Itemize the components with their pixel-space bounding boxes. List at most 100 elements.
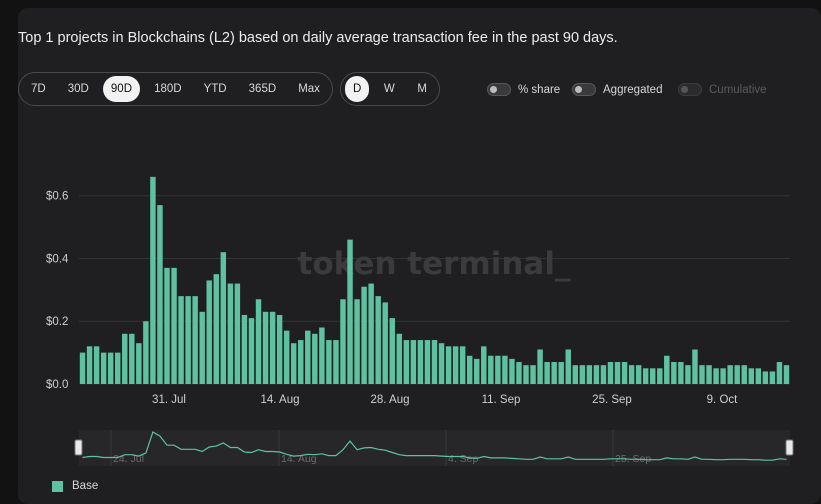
bar[interactable] bbox=[340, 299, 346, 384]
aggregated-toggle[interactable]: Aggregated bbox=[572, 83, 662, 96]
bar[interactable] bbox=[276, 314, 283, 384]
bar[interactable] bbox=[114, 352, 121, 384]
bar[interactable] bbox=[192, 296, 198, 384]
bar[interactable] bbox=[614, 362, 621, 384]
range-button-max[interactable]: Max bbox=[298, 83, 320, 95]
granularity-button-d[interactable]: D bbox=[345, 76, 370, 102]
bar[interactable] bbox=[375, 296, 381, 384]
bar[interactable] bbox=[621, 362, 628, 384]
aggregated-switch[interactable] bbox=[572, 83, 596, 96]
bar[interactable] bbox=[164, 267, 170, 384]
bar[interactable] bbox=[86, 346, 93, 384]
bar[interactable] bbox=[220, 252, 227, 384]
bar[interactable] bbox=[572, 365, 579, 384]
range-button-180d[interactable]: 180D bbox=[154, 83, 182, 95]
bar[interactable] bbox=[565, 349, 571, 384]
bar[interactable] bbox=[530, 365, 536, 384]
bar[interactable] bbox=[178, 296, 184, 384]
bar[interactable] bbox=[713, 368, 719, 384]
bar[interactable] bbox=[312, 333, 318, 384]
bar[interactable] bbox=[523, 365, 529, 384]
bar[interactable] bbox=[495, 355, 501, 384]
bar[interactable] bbox=[551, 362, 557, 384]
bar[interactable] bbox=[488, 355, 494, 384]
range-button-90d[interactable]: 90D bbox=[102, 76, 141, 102]
bar[interactable] bbox=[727, 365, 733, 384]
range-button-365d[interactable]: 365D bbox=[248, 83, 277, 95]
bar[interactable] bbox=[466, 355, 473, 384]
bar[interactable] bbox=[720, 368, 726, 384]
bar[interactable] bbox=[283, 330, 290, 384]
bar[interactable] bbox=[382, 302, 388, 384]
granularity-button-m[interactable]: M bbox=[417, 83, 427, 95]
bar[interactable] bbox=[361, 286, 367, 384]
bar[interactable] bbox=[741, 365, 747, 384]
legend-swatch-base[interactable] bbox=[52, 480, 63, 492]
bar[interactable] bbox=[417, 340, 424, 384]
bar[interactable] bbox=[319, 327, 325, 384]
bar[interactable] bbox=[628, 365, 635, 384]
bar[interactable] bbox=[157, 205, 163, 384]
bar[interactable] bbox=[347, 239, 353, 384]
bar[interactable] bbox=[664, 355, 670, 384]
bar[interactable] bbox=[269, 311, 276, 384]
bar[interactable] bbox=[459, 346, 466, 384]
bar[interactable] bbox=[79, 352, 86, 384]
share-switch[interactable] bbox=[487, 83, 511, 96]
bar[interactable] bbox=[607, 362, 614, 384]
granularity-button-w[interactable]: W bbox=[383, 83, 395, 95]
bar[interactable] bbox=[403, 340, 410, 384]
bar[interactable] bbox=[227, 283, 234, 384]
range-button-7d[interactable]: 7D bbox=[31, 83, 46, 95]
bar[interactable] bbox=[424, 340, 431, 384]
bar[interactable] bbox=[699, 365, 705, 384]
bar[interactable] bbox=[368, 283, 374, 384]
bar[interactable] bbox=[481, 346, 487, 384]
share-toggle[interactable]: % share bbox=[487, 83, 560, 96]
bar[interactable] bbox=[657, 368, 663, 384]
bar[interactable] bbox=[678, 362, 684, 384]
bar[interactable] bbox=[671, 362, 677, 384]
bar[interactable] bbox=[474, 358, 480, 384]
bar[interactable] bbox=[290, 343, 297, 384]
bar[interactable] bbox=[734, 365, 740, 384]
bar[interactable] bbox=[262, 311, 269, 384]
bar[interactable] bbox=[396, 333, 403, 384]
bar[interactable] bbox=[185, 296, 191, 384]
bar[interactable] bbox=[685, 365, 691, 384]
bar[interactable] bbox=[544, 362, 550, 384]
bar[interactable] bbox=[579, 365, 586, 384]
bar[interactable] bbox=[537, 349, 543, 384]
bar[interactable] bbox=[93, 346, 100, 384]
bar[interactable] bbox=[452, 346, 459, 384]
range-button-30d[interactable]: 30D bbox=[67, 83, 89, 95]
bar[interactable] bbox=[122, 333, 128, 384]
bar[interactable] bbox=[776, 362, 783, 384]
bar[interactable] bbox=[354, 299, 360, 384]
bar[interactable] bbox=[305, 330, 311, 384]
bar[interactable] bbox=[206, 280, 212, 384]
bar[interactable] bbox=[600, 365, 607, 384]
bar[interactable] bbox=[234, 283, 241, 384]
bar[interactable] bbox=[171, 267, 177, 384]
navigator-left-handle[interactable] bbox=[74, 439, 83, 456]
bar[interactable] bbox=[516, 362, 522, 384]
bar[interactable] bbox=[100, 352, 107, 384]
bar[interactable] bbox=[150, 176, 156, 384]
bar[interactable] bbox=[248, 318, 255, 384]
bar[interactable] bbox=[692, 349, 698, 384]
bar[interactable] bbox=[748, 368, 755, 384]
bar[interactable] bbox=[769, 371, 776, 384]
bar[interactable] bbox=[762, 371, 769, 384]
bar[interactable] bbox=[706, 365, 712, 384]
range-button-ytd[interactable]: YTD bbox=[203, 83, 227, 95]
bar[interactable] bbox=[635, 365, 642, 384]
bar[interactable] bbox=[558, 362, 564, 384]
bar[interactable] bbox=[586, 365, 593, 384]
bar[interactable] bbox=[129, 333, 135, 384]
bar[interactable] bbox=[593, 365, 600, 384]
bar[interactable] bbox=[199, 311, 205, 384]
bar[interactable] bbox=[445, 346, 452, 384]
bar[interactable] bbox=[502, 355, 508, 384]
bar[interactable] bbox=[410, 340, 417, 384]
